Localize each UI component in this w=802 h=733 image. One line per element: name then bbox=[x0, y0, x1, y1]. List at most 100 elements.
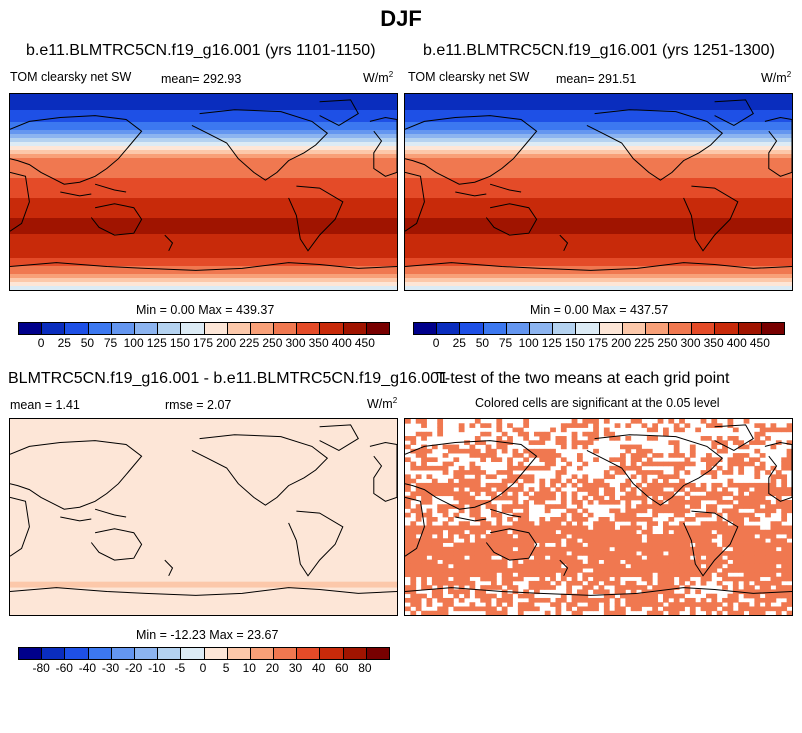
significant-cell bbox=[706, 559, 712, 565]
significant-cell bbox=[534, 563, 540, 569]
significant-cell bbox=[663, 589, 669, 595]
colorbar2-swatch bbox=[622, 323, 646, 334]
significant-cell bbox=[609, 551, 616, 556]
significant-cell bbox=[550, 491, 556, 497]
significant-cell bbox=[534, 525, 540, 531]
significant-cell bbox=[657, 461, 664, 467]
significant-cell bbox=[571, 568, 578, 573]
significant-cell bbox=[749, 504, 755, 509]
significant-cell bbox=[491, 606, 497, 612]
significant-cell bbox=[603, 470, 610, 475]
significant-cell bbox=[679, 572, 685, 578]
significant-cell bbox=[614, 457, 621, 463]
significant-cell bbox=[491, 482, 497, 488]
significant-cell bbox=[544, 487, 551, 492]
significant-cell bbox=[630, 585, 637, 590]
significant-cell bbox=[598, 563, 605, 569]
significant-cell bbox=[512, 563, 519, 569]
zonal-band bbox=[10, 146, 397, 151]
significant-cell bbox=[689, 602, 696, 607]
significant-cell bbox=[652, 542, 659, 548]
significant-cell bbox=[679, 563, 685, 569]
significant-cell bbox=[657, 534, 664, 539]
significant-cell bbox=[517, 461, 524, 467]
significant-cell bbox=[517, 576, 524, 582]
significant-cell bbox=[663, 555, 669, 561]
significant-cell bbox=[630, 525, 637, 531]
significant-cell bbox=[480, 589, 487, 595]
significant-cell bbox=[464, 525, 470, 531]
significant-cell bbox=[480, 546, 487, 552]
significant-cell bbox=[474, 525, 481, 531]
significant-cell bbox=[410, 538, 417, 543]
significant-cell bbox=[743, 542, 750, 548]
significant-cell bbox=[582, 487, 589, 492]
significant-cell bbox=[738, 440, 745, 445]
significant-cell bbox=[593, 491, 599, 497]
significant-cell bbox=[749, 512, 755, 518]
significant-cell bbox=[668, 508, 675, 514]
colorbar2-swatch bbox=[692, 323, 716, 334]
significant-cell bbox=[603, 576, 610, 582]
significant-cell bbox=[775, 593, 782, 599]
significant-cell bbox=[786, 465, 792, 471]
significant-cell bbox=[496, 521, 503, 526]
significant-cell bbox=[775, 606, 782, 612]
significant-cell bbox=[587, 499, 594, 505]
significant-cell bbox=[415, 512, 422, 518]
significant-cell bbox=[743, 487, 750, 492]
significant-cell bbox=[770, 538, 777, 543]
significant-cell bbox=[700, 580, 707, 586]
significant-cell bbox=[695, 589, 702, 595]
colorbar2-swatch bbox=[414, 323, 438, 334]
significant-cell bbox=[566, 508, 573, 514]
significant-cell bbox=[485, 525, 492, 531]
significant-cell bbox=[491, 546, 497, 552]
significant-cell bbox=[770, 487, 777, 492]
significant-cell bbox=[426, 563, 433, 569]
significant-cell bbox=[716, 529, 723, 535]
significant-cell bbox=[722, 597, 728, 603]
significant-cell bbox=[431, 546, 438, 552]
significant-cell bbox=[485, 610, 492, 615]
significant-cell bbox=[410, 580, 417, 586]
significant-cell bbox=[663, 597, 669, 603]
coastline bbox=[714, 99, 754, 126]
colorbar1-swatch bbox=[65, 323, 89, 334]
significant-cell bbox=[754, 465, 761, 471]
significant-cell bbox=[668, 580, 675, 586]
significant-cell bbox=[415, 431, 422, 437]
colorbar2-swatch bbox=[738, 323, 762, 334]
significant-cell bbox=[722, 499, 728, 505]
significant-cell bbox=[507, 423, 513, 428]
significant-cell bbox=[555, 546, 562, 552]
significant-cell bbox=[754, 457, 761, 463]
significant-cell bbox=[722, 444, 728, 450]
colorbar3-tick-label: 0 bbox=[199, 661, 207, 675]
significant-cell bbox=[630, 546, 637, 552]
significant-cell bbox=[700, 482, 707, 488]
significant-cell bbox=[491, 448, 497, 454]
significant-cell bbox=[598, 517, 605, 522]
significant-cell bbox=[727, 419, 734, 424]
colorbar1-swatch bbox=[158, 323, 182, 334]
significant-cell bbox=[679, 419, 685, 424]
significant-cell bbox=[668, 491, 675, 497]
significant-cell bbox=[491, 580, 497, 586]
significant-cell bbox=[560, 457, 567, 463]
significant-cell bbox=[550, 555, 556, 561]
significant-cell bbox=[754, 440, 761, 445]
significant-cell bbox=[603, 572, 610, 578]
significant-cell bbox=[523, 499, 530, 505]
significant-cell bbox=[523, 602, 530, 607]
significant-cell bbox=[437, 606, 444, 612]
significant-cell bbox=[491, 585, 497, 590]
significant-cell bbox=[749, 457, 755, 463]
significant-cell bbox=[743, 504, 750, 509]
significant-cell bbox=[480, 542, 487, 548]
significant-cell bbox=[770, 491, 777, 497]
significant-cell bbox=[491, 453, 497, 458]
significant-cell bbox=[598, 568, 605, 573]
significant-cell bbox=[512, 453, 519, 458]
significant-cell bbox=[711, 551, 718, 556]
